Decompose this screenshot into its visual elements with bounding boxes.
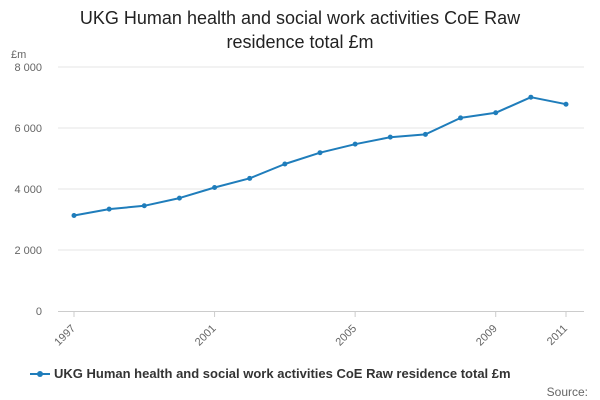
x-tick-label: 2005	[333, 323, 359, 349]
data-point-2006[interactable]	[387, 134, 393, 140]
data-point-1998[interactable]	[106, 206, 112, 212]
data-point-1997[interactable]	[71, 213, 77, 219]
x-tick-label: 2011	[545, 323, 570, 348]
x-tick-label: 1997	[52, 323, 78, 349]
data-point-2007[interactable]	[422, 131, 428, 137]
source-label: Source:	[546, 385, 588, 399]
y-tick-label: 4 000	[14, 184, 42, 196]
data-point-2002[interactable]	[247, 175, 253, 181]
chart-title: UKG Human health and social work activit…	[0, 6, 600, 54]
series-layer	[71, 94, 569, 219]
y-axis-label: £m	[11, 49, 26, 61]
legend-dot-marker	[37, 370, 43, 377]
x-tick-label: 2009	[474, 323, 500, 349]
legend-swatch	[30, 369, 50, 379]
data-point-1999[interactable]	[141, 203, 147, 209]
data-point-2003[interactable]	[282, 161, 288, 167]
data-point-2001[interactable]	[212, 184, 218, 190]
y-tick-label: 6 000	[14, 123, 42, 135]
data-point-2004[interactable]	[317, 150, 323, 156]
data-point-2009[interactable]	[493, 110, 499, 116]
y-tick-label: 8 000	[14, 62, 42, 74]
data-point-2000[interactable]	[176, 195, 182, 201]
data-point-2008[interactable]	[458, 115, 464, 121]
chart-title-line-1: UKG Human health and social work activit…	[79, 8, 521, 28]
chart-title-line-2: residence total £m	[226, 32, 374, 52]
legend[interactable]: UKG Human health and social work activit…	[30, 366, 511, 381]
y-tick-label: 2 000	[14, 245, 42, 257]
x-tick-label: 2001	[193, 323, 219, 349]
series-line[interactable]	[73, 96, 567, 217]
data-point-2005[interactable]	[352, 141, 358, 147]
gridlines	[58, 66, 584, 251]
data-point-2010[interactable]	[528, 94, 534, 100]
data-point-2011[interactable]	[563, 101, 569, 107]
y-tick-label: 0	[36, 306, 42, 318]
legend-label: UKG Human health and social work activit…	[54, 366, 511, 381]
axes: £m 0 2 000 4 000 6 000 8 000 1997 2001 2005 2009…	[11, 49, 584, 348]
